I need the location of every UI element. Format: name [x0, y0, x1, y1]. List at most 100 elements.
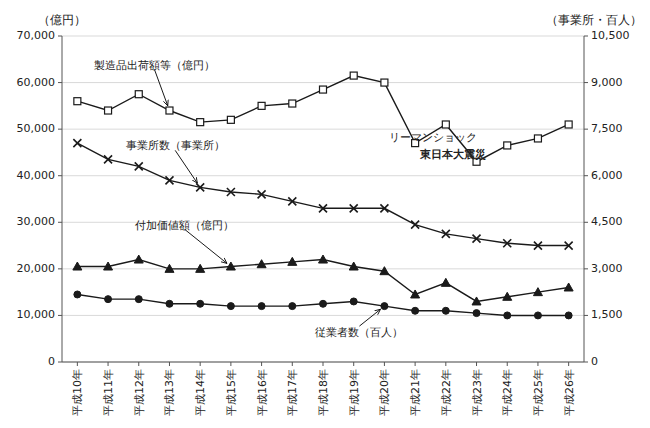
x-tick [169, 362, 170, 366]
annotation: 東日本大震災 [419, 148, 486, 161]
marker [320, 300, 327, 307]
marker [135, 296, 142, 303]
marker [74, 291, 81, 298]
marker [473, 310, 480, 317]
marker [565, 312, 572, 319]
grid-line [62, 82, 584, 83]
y-axis-line [62, 36, 63, 362]
y2-tick-label: 7,500 [591, 122, 623, 135]
line [77, 294, 568, 315]
marker [504, 312, 511, 319]
marker [104, 155, 112, 163]
line [77, 260, 568, 302]
x-tick-label: 平成19年 [348, 369, 361, 416]
y-tick-label: 60,000 [17, 76, 56, 89]
y2-tick [584, 82, 588, 83]
x-tick-label: 平成10年 [71, 369, 84, 416]
marker [380, 204, 388, 212]
x-tick [568, 362, 569, 366]
x-tick-label: 平成20年 [378, 369, 391, 416]
x-tick-label: 平成23年 [471, 369, 484, 416]
marker [197, 300, 204, 307]
y-tick-label: 20,000 [17, 262, 56, 275]
y-tick-label: 40,000 [17, 169, 56, 182]
x-tick [476, 362, 477, 366]
y-axis-label: （億円） [38, 13, 86, 27]
y-tick [58, 268, 62, 269]
marker [288, 197, 296, 205]
marker [105, 296, 112, 303]
y-tick [58, 129, 62, 130]
y-tick [58, 362, 62, 363]
x-tick-label: 平成12年 [133, 369, 146, 416]
series-label: 事業所数（事業所） [126, 139, 225, 152]
marker [350, 72, 357, 79]
annotation-arrow [359, 309, 380, 326]
y2-tick [584, 129, 588, 130]
x-tick-label: 平成24年 [501, 369, 514, 416]
marker [442, 230, 450, 238]
y-tick-label: 50,000 [17, 122, 56, 135]
marker [473, 235, 481, 243]
chart: 010,00020,00030,00040,00050,00060,00070,… [0, 0, 650, 428]
marker [104, 262, 113, 270]
x-tick [200, 362, 201, 366]
marker [73, 262, 82, 270]
series-label: 製造品出荷額等（億円） [94, 59, 215, 72]
y-tick-label: 0 [48, 355, 55, 368]
marker [411, 290, 420, 298]
annotation-arrow [154, 70, 167, 106]
annotation-arrow [175, 150, 197, 183]
x-tick-label: 平成25年 [532, 369, 545, 416]
marker [534, 135, 541, 142]
grid [62, 36, 584, 362]
y-tick [58, 315, 62, 316]
x-tick-label: 平成11年 [102, 369, 115, 416]
plot-area [73, 72, 573, 319]
marker [134, 255, 143, 263]
y2-tick [584, 222, 588, 223]
x-tick-label: 平成17年 [286, 369, 299, 416]
marker [135, 91, 142, 98]
y2-tick-label: 1,500 [591, 308, 623, 321]
x-tick-label: 平成22年 [440, 369, 453, 416]
y-tick [58, 82, 62, 83]
marker [412, 307, 419, 314]
marker [165, 264, 174, 272]
y2-tick-label: 6,000 [591, 169, 623, 182]
marker [504, 142, 511, 149]
marker [533, 288, 542, 296]
marker [319, 255, 328, 263]
x-tick-label: 平成21年 [409, 369, 422, 416]
series-labels: 製造品出荷額等（億円）事業所数（事業所）付加価値額（億円）従業者数（百人）リーマ… [94, 59, 486, 340]
x-tick [507, 362, 508, 366]
marker [135, 162, 143, 170]
marker [319, 204, 327, 212]
marker [257, 260, 266, 268]
y2-tick [584, 362, 588, 363]
marker [442, 307, 449, 314]
series [73, 139, 572, 249]
series [73, 255, 573, 305]
x-tick [108, 362, 109, 366]
marker [166, 300, 173, 307]
marker [74, 98, 81, 105]
series [74, 291, 572, 319]
marker [350, 204, 358, 212]
marker [350, 298, 357, 305]
y-tick [58, 36, 62, 37]
grid-line [62, 268, 584, 269]
x-tick [292, 362, 293, 366]
series-label: 付加価値額（億円） [135, 219, 234, 232]
marker [289, 100, 296, 107]
y2-tick-label: 9,000 [591, 76, 623, 89]
marker [258, 102, 265, 109]
x-tick [537, 362, 538, 366]
marker [380, 267, 389, 275]
marker [105, 107, 112, 114]
marker [320, 86, 327, 93]
marker [534, 312, 541, 319]
y-tick-label: 30,000 [17, 215, 56, 228]
marker [289, 303, 296, 310]
y2-tick-label: 4,500 [591, 215, 623, 228]
